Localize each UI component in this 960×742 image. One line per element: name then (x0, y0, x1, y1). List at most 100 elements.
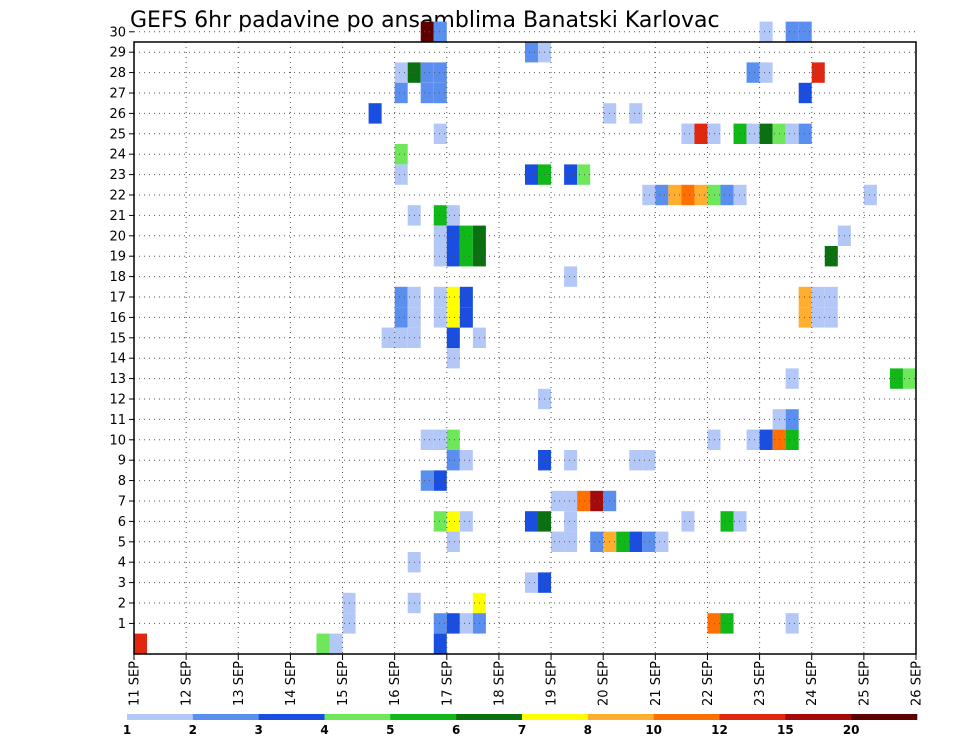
precip-cell (446, 286, 460, 308)
colorbar-label: 4 (320, 723, 328, 737)
colorbar-label: 8 (584, 723, 592, 737)
precip-cell (629, 450, 643, 471)
y-tick-label: 10 (109, 433, 126, 448)
precip-cell (564, 490, 578, 512)
x-tick-label: 25 SEP (857, 661, 872, 706)
y-tick-label: 7 (118, 495, 126, 510)
x-tick-label: 18 SEP (492, 661, 507, 706)
precip-cell (798, 21, 812, 42)
precip-cell (798, 123, 812, 144)
precip-cell (681, 184, 695, 206)
y-tick-label: 19 (109, 250, 126, 265)
colorbar-label: 7 (518, 723, 526, 737)
y-tick-label: 3 (118, 576, 126, 591)
y-tick-label: 18 (109, 270, 126, 285)
precip-cell (394, 327, 408, 348)
y-tick-label: 22 (109, 189, 126, 204)
precip-cell (433, 307, 447, 328)
y-tick-label: 20 (109, 229, 126, 244)
precip-cell (629, 103, 643, 124)
colorbar-swatch (192, 714, 259, 720)
colorbar-label: 12 (711, 723, 728, 737)
precip-cell (134, 633, 148, 654)
precip-cell (394, 307, 408, 328)
precip-cell (368, 103, 382, 124)
precip-cell (759, 62, 773, 83)
precip-cell (446, 531, 460, 552)
colorbar-label: 15 (777, 723, 794, 737)
precip-cell (707, 184, 721, 206)
precip-cell (798, 82, 812, 104)
colorbar-swatch (653, 714, 720, 720)
precip-cell (420, 21, 434, 42)
precip-cell (446, 429, 460, 450)
precip-cell (642, 531, 656, 552)
y-tick-label: 29 (109, 46, 126, 61)
precip-cell (329, 633, 343, 654)
precip-cell (446, 246, 460, 267)
precip-cell (394, 144, 408, 165)
precip-cell (707, 613, 721, 634)
precip-cell (733, 184, 747, 206)
y-tick-label: 21 (109, 209, 126, 224)
x-tick-label: 22 SEP (701, 661, 716, 706)
precip-cell (433, 633, 447, 654)
y-tick-label: 28 (109, 66, 126, 81)
y-tick-label: 27 (109, 87, 126, 102)
precip-cell (381, 327, 395, 348)
precip-cell (551, 531, 565, 552)
precip-cell (433, 62, 447, 83)
x-tick-label: 11 SEP (128, 661, 143, 706)
precip-cell (590, 490, 604, 512)
precip-cell (785, 368, 799, 389)
y-axis: 1234567891011121314151617181920212223242… (109, 25, 134, 632)
colorbar-swatch (390, 714, 457, 720)
colorbar-label: 3 (254, 723, 262, 737)
x-tick-label: 20 SEP (597, 661, 612, 706)
precip-cell (863, 184, 877, 206)
precip-cell (889, 368, 903, 389)
precip-cell (446, 348, 460, 369)
precip-cell (720, 511, 734, 532)
precip-cell (811, 286, 825, 308)
y-tick-label: 26 (109, 107, 126, 122)
precip-cell (420, 82, 434, 104)
precip-cell (446, 450, 460, 471)
precip-cell (551, 490, 565, 512)
y-tick-label: 4 (118, 556, 126, 571)
precip-cell (420, 470, 434, 491)
precip-cell (642, 450, 656, 471)
colorbar-swatch (456, 714, 523, 720)
x-axis: 11 SEP 12 SEP 13 SEP 14 SEP 15 SEP 16 SEP 17 S… (128, 654, 925, 706)
precip-cell (394, 82, 408, 104)
x-tick-label: 15 SEP (336, 661, 351, 706)
precip-cell (394, 286, 408, 308)
precip-cell (798, 286, 812, 308)
precip-cell (564, 164, 578, 185)
precip-cell (433, 21, 447, 42)
precip-cell (681, 123, 695, 144)
precip-cell (590, 531, 604, 552)
x-tick-label: 19 SEP (545, 661, 560, 706)
grid-lines (134, 31, 916, 654)
precip-cell (824, 307, 838, 328)
precip-cell (707, 429, 721, 450)
x-tick-label: 23 SEP (753, 661, 768, 706)
precip-cell (446, 511, 460, 532)
colorbar-swatch (719, 714, 786, 720)
x-tick-label: 14 SEP (284, 661, 299, 706)
precip-cell (733, 123, 747, 144)
precip-cell (759, 123, 773, 144)
precip-cell (785, 21, 799, 42)
y-tick-label: 23 (109, 168, 126, 183)
y-tick-label: 13 (109, 372, 126, 387)
precip-cell (785, 123, 799, 144)
colorbar-swatch (324, 714, 391, 720)
precip-cell (759, 429, 773, 450)
precip-cell (525, 164, 539, 185)
precip-cell (433, 511, 447, 532)
precip-cell (694, 184, 708, 206)
precip-cell (394, 164, 408, 185)
y-tick-label: 12 (109, 393, 126, 408)
